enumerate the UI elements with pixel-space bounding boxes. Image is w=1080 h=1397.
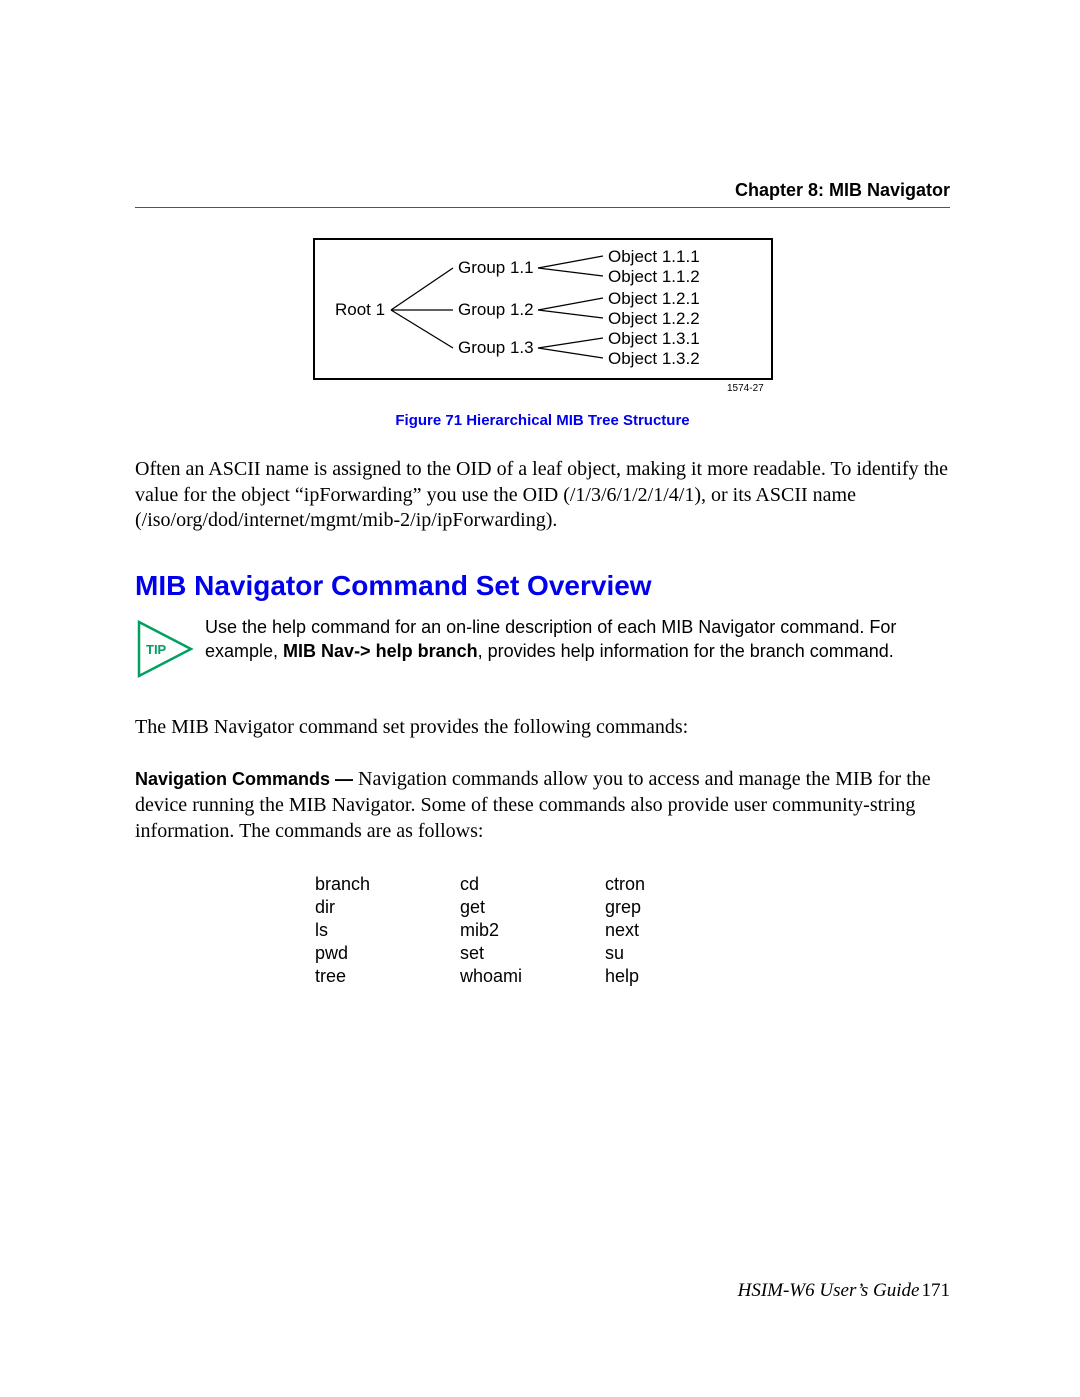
tree-group-3: Group 1.3 [458,338,534,357]
cmd-cell: ctron [605,874,750,897]
cmd-cell: branch [315,874,460,897]
footer-guide: HSIM-W6 User’s Guide [738,1280,920,1301]
edge [538,256,603,268]
footer-page-number: 171 [922,1280,951,1301]
cmd-cell: whoami [460,966,605,989]
tree-group-2: Group 1.2 [458,300,534,319]
tip-label: TIP [146,642,167,657]
tree-object-2-2: Object 1.2.2 [608,309,700,328]
edge [391,268,453,310]
tree-object-1-1: Object 1.1.1 [608,247,700,266]
figure-caption: Figure 71 Hierarchical MIB Tree Structur… [135,412,950,429]
lead-paragraph: The MIB Navigator command set provides t… [135,714,950,740]
tip-icon: TIP [135,618,197,680]
edge [391,310,453,348]
edge [538,348,603,358]
table-row: dir get grep [315,897,750,920]
cmd-cell: mib2 [460,920,605,943]
cmd-cell: pwd [315,943,460,966]
tree-object-1-2: Object 1.1.2 [608,267,700,286]
edge [538,338,603,348]
tree-diagram: Root 1 Group 1.1 Group 1.2 Group 1.3 Obj… [135,238,950,429]
tip-text: Use the help command for an on-line desc… [205,616,950,664]
cmd-cell: su [605,943,750,966]
cmd-cell: grep [605,897,750,920]
chapter-header: Chapter 8: MIB Navigator [135,180,950,201]
cmd-cell: dir [315,897,460,920]
cmd-cell: next [605,920,750,943]
cmd-cell: get [460,897,605,920]
table-row: ls mib2 next [315,920,750,943]
edge [538,268,603,276]
section-heading: MIB Navigator Command Set Overview [135,570,950,602]
header-rule [135,207,950,208]
navigation-commands-paragraph: Navigation Commands — Navigation command… [135,766,950,844]
cmd-cell: ls [315,920,460,943]
edge [538,310,603,318]
tip-text-after: , provides help information for the bran… [478,641,894,661]
tip-text-bold: MIB Nav-> help branch [283,641,478,661]
table-row: tree whoami help [315,966,750,989]
mib-tree-svg: Root 1 Group 1.1 Group 1.2 Group 1.3 Obj… [313,238,773,398]
cmd-cell: help [605,966,750,989]
cmd-cell: set [460,943,605,966]
diagram-ref: 1574-27 [727,383,764,394]
table-row: branch cd ctron [315,874,750,897]
tree-object-3-1: Object 1.3.1 [608,329,700,348]
tree-root-label: Root 1 [335,300,385,319]
tree-object-3-2: Object 1.3.2 [608,349,700,368]
nav-commands-label: Navigation Commands — [135,769,358,789]
commands-table: branch cd ctron dir get grep ls mib2 nex… [315,874,750,989]
tree-group-1: Group 1.1 [458,258,534,277]
cmd-cell: tree [315,966,460,989]
table-row: pwd set su [315,943,750,966]
page-footer: HSIM-W6 User’s Guide171 [738,1280,950,1302]
intro-paragraph: Often an ASCII name is assigned to the O… [135,457,950,534]
document-page: Chapter 8: MIB Navigator Root 1 Group 1.… [0,0,1080,1397]
tip-block: TIP Use the help command for an on-line … [135,616,950,680]
tree-object-2-1: Object 1.2.1 [608,289,700,308]
cmd-cell: cd [460,874,605,897]
edge [538,298,603,310]
